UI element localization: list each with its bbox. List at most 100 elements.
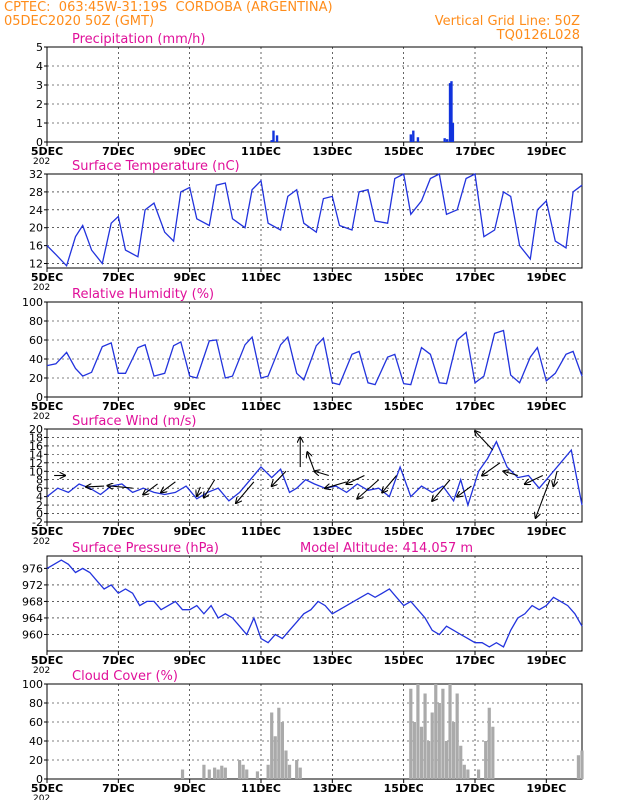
panel5-bar [434, 684, 438, 779]
panel5-bar [220, 765, 224, 779]
panel2-xtick-label: 9DEC [173, 400, 205, 413]
panel2-line [46, 329, 583, 386]
panel5-bar [409, 688, 413, 779]
panel3-ytick-label: -2 [32, 516, 43, 529]
wind-arrow [143, 483, 158, 495]
panel5-bar [491, 726, 495, 779]
wind-arrow [475, 431, 494, 451]
wind-arrow [108, 486, 133, 489]
panel1-ytick-label: 28 [29, 186, 43, 199]
wind-arrow [536, 479, 551, 518]
panel5-ytick-label: 80 [29, 697, 43, 710]
panel1-title: Surface Temperature (nC) [72, 159, 240, 174]
panel5-bar [580, 750, 584, 779]
panel0-xtick-label: 7DEC [102, 145, 134, 158]
panel3-ytick-label: 20 [29, 423, 43, 436]
wind-arrow [432, 479, 451, 501]
panel5-bar [484, 741, 488, 779]
panel2-xtick-label: 7DEC [102, 400, 134, 413]
panel5-bar [245, 769, 249, 779]
panel5-xtick-label: 17DEC [455, 782, 495, 795]
panel5-bar [241, 764, 245, 779]
panel1-xtick-label: 13DEC [312, 271, 352, 284]
panel5-bar [255, 771, 260, 779]
panel1-ytick-label: 12 [29, 258, 43, 271]
panel2-ytick-label: 80 [29, 315, 43, 328]
panel5-bar [430, 712, 434, 779]
panel2-xtick-label: 5DEC [31, 400, 63, 413]
panel1-line [46, 173, 583, 268]
panel3-ytick-label: 8 [36, 474, 43, 487]
panel2-year-label: 202 [33, 412, 50, 422]
wind-arrow [347, 475, 365, 484]
panel0-xtick-label: 5DEC [31, 145, 63, 158]
panel2-xtick-label: 17DEC [455, 400, 495, 413]
panel5-xtick-label: 19DEC [526, 782, 566, 795]
wind-arrow [272, 470, 287, 486]
panel5-bar [576, 755, 581, 779]
wind-arrow [86, 486, 105, 487]
panel4-xtick-label: 5DEC [31, 654, 63, 667]
panel5-bar [476, 769, 481, 779]
panel0-ytick-label: 4 [36, 60, 43, 73]
panel0-ytick-label: 5 [36, 41, 43, 54]
panel0-bar [412, 130, 415, 142]
wind-arrow [525, 475, 544, 484]
panel1-frame [46, 173, 583, 269]
panel4-xtick-label: 11DEC [241, 654, 281, 667]
wind-arrow [315, 471, 329, 477]
panel3-title: Surface Wind (m/s) [72, 414, 196, 429]
panel4-line [46, 559, 583, 648]
panel4-frame [46, 555, 583, 652]
panel3-frame [46, 428, 583, 523]
panel4-xtick-label: 7DEC [102, 654, 134, 667]
panel5-bar [487, 707, 491, 779]
panel2-xtick-label: 11DEC [241, 400, 281, 413]
panel0-bar [409, 134, 412, 142]
panel2-frame [46, 301, 583, 398]
panel1-ytick-label: 16 [29, 240, 43, 253]
header-model-id: TQ0126L028 [496, 28, 580, 43]
panel3-xtick-label: 17DEC [455, 525, 495, 538]
wind-arrow [236, 481, 255, 503]
panel3-xtick-label: 11DEC [241, 525, 281, 538]
panel4-xtick-label: 15DEC [384, 654, 424, 667]
panel5-bar [216, 769, 220, 779]
panel4-title: Surface Pressure (hPa) [72, 541, 219, 556]
panel5-ytick-label: 60 [29, 716, 43, 729]
chart-header: CPTEC: 063:45W-31:19S CORDOBA (ARGENTINA… [0, 0, 618, 48]
panel0-xtick-label: 19DEC [526, 145, 566, 158]
panel1-ytick-label: 20 [29, 222, 43, 235]
panel2-ytick-label: 40 [29, 353, 43, 366]
panel5-bar [427, 741, 431, 779]
panel5-bar [277, 707, 281, 779]
panel5-ytick-label: 40 [29, 735, 43, 748]
panel2-ytick-label: 0 [36, 391, 43, 404]
header-station-line: CPTEC: 063:45W-31:19S CORDOBA (ARGENTINA… [4, 0, 333, 15]
header-grid-line-info: Vertical Grid Line: 50Z [434, 14, 580, 29]
panel0-bar [416, 137, 420, 142]
wind-arrow [357, 479, 380, 499]
panel0-xtick-label: 11DEC [241, 145, 281, 158]
panel5-xtick-label: 7DEC [102, 782, 134, 795]
panel0-bar [450, 81, 453, 142]
panel5-bar [273, 736, 277, 779]
panel1-xtick-label: 7DEC [102, 271, 134, 284]
panel5-bar [459, 745, 463, 779]
panel1-ytick-label: 24 [29, 204, 43, 217]
wind-arrow [457, 485, 472, 497]
panel2-xtick-label: 15DEC [384, 400, 424, 413]
panel0-xtick-label: 17DEC [455, 145, 495, 158]
panel4-xtick-label: 13DEC [312, 654, 352, 667]
panel2-xtick-label: 13DEC [312, 400, 352, 413]
panel3-xtick-label: 5DEC [31, 525, 63, 538]
panel4-ytick-label: 964 [22, 612, 43, 625]
panel0-ytick-label: 0 [36, 136, 43, 149]
panel1-ytick-label: 32 [29, 168, 43, 181]
panel5-bar [466, 769, 470, 779]
wind-arrow [325, 481, 347, 488]
panel5-bar [437, 703, 441, 779]
wind-arrow [204, 479, 216, 498]
panel0-title: Precipitation (mm/h) [72, 32, 205, 47]
panel0-bar [445, 139, 449, 142]
